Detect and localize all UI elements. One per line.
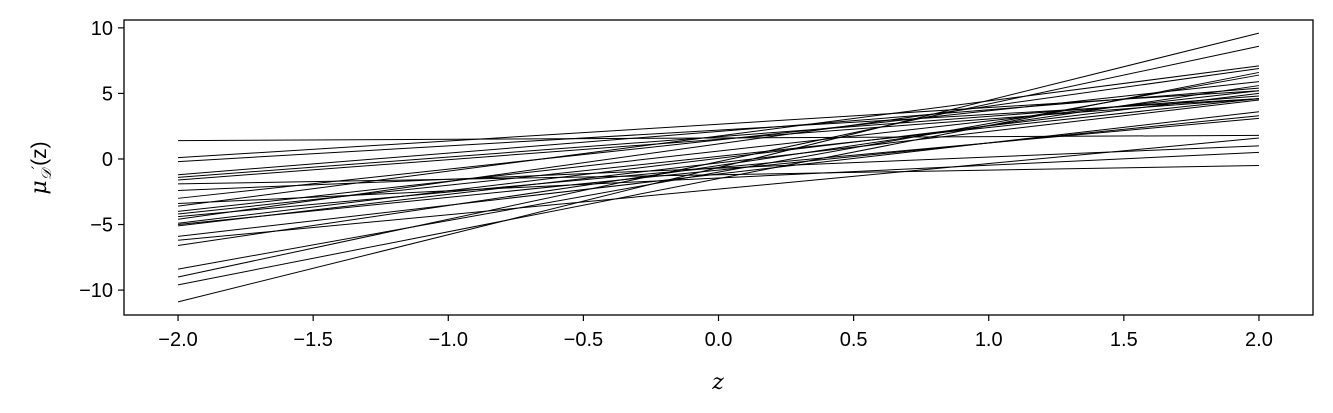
y-tick-label: −5 xyxy=(90,215,113,237)
series-line-18 xyxy=(177,111,1260,237)
y-tick-label: 0 xyxy=(102,149,113,171)
x-tick-label: 1.5 xyxy=(1110,329,1138,351)
series-line-13 xyxy=(177,98,1260,215)
series-line-17 xyxy=(177,99,1260,227)
y-axis-label-symbol: μ xyxy=(27,180,52,194)
x-tick-label: −2.0 xyxy=(158,329,197,351)
series-line-12 xyxy=(177,90,1260,212)
x-axis-label: z xyxy=(711,370,724,395)
x-tick-label: −1.0 xyxy=(429,329,468,351)
series-line-10 xyxy=(178,151,1259,205)
y-axis-label-prime: ′ xyxy=(30,165,46,169)
x-tick-label: 1.0 xyxy=(975,329,1003,351)
x-tick-label: −0.5 xyxy=(564,329,603,351)
series-line-7 xyxy=(178,165,1259,185)
series-line-16 xyxy=(177,92,1260,224)
x-tick-label: −1.5 xyxy=(293,329,332,351)
series-line-9 xyxy=(177,81,1260,199)
x-tick-label: 2.0 xyxy=(1245,329,1273,351)
series-line-1 xyxy=(178,134,1259,142)
series-line-19 xyxy=(178,137,1259,241)
series-line-20 xyxy=(177,85,1260,247)
y-axis-label: μ𝒟′(z) xyxy=(27,141,55,194)
y-tick-label: 5 xyxy=(102,83,113,105)
y-axis-ticks: 10 5 0 −5 −10 xyxy=(79,18,124,302)
plot-lines xyxy=(177,32,1260,303)
y-tick-label: −10 xyxy=(79,280,113,302)
series-line-22 xyxy=(177,45,1260,278)
series-line-4 xyxy=(178,87,1259,176)
series-line-5 xyxy=(178,95,1259,178)
y-tick-label: 10 xyxy=(91,18,113,40)
series-line-24 xyxy=(177,32,1260,303)
series-line-23 xyxy=(177,71,1260,286)
series-line-25 xyxy=(177,115,1260,226)
series-line-15 xyxy=(177,68,1260,220)
y-axis-label-subscript: 𝒟 xyxy=(39,166,55,180)
series-line-11 xyxy=(177,65,1260,207)
y-axis-label-argument: (z) xyxy=(28,141,51,166)
x-tick-label: 0.5 xyxy=(840,329,868,351)
x-axis-ticks: −2.0 −1.5 −1.0 −0.5 0.0 0.5 1.0 1.5 2.0 xyxy=(158,315,1273,351)
x-tick-label: 0.0 xyxy=(705,329,733,351)
svg-text:μ𝒟′(z): μ𝒟′(z) xyxy=(27,141,55,194)
series-line-2 xyxy=(178,90,1259,159)
